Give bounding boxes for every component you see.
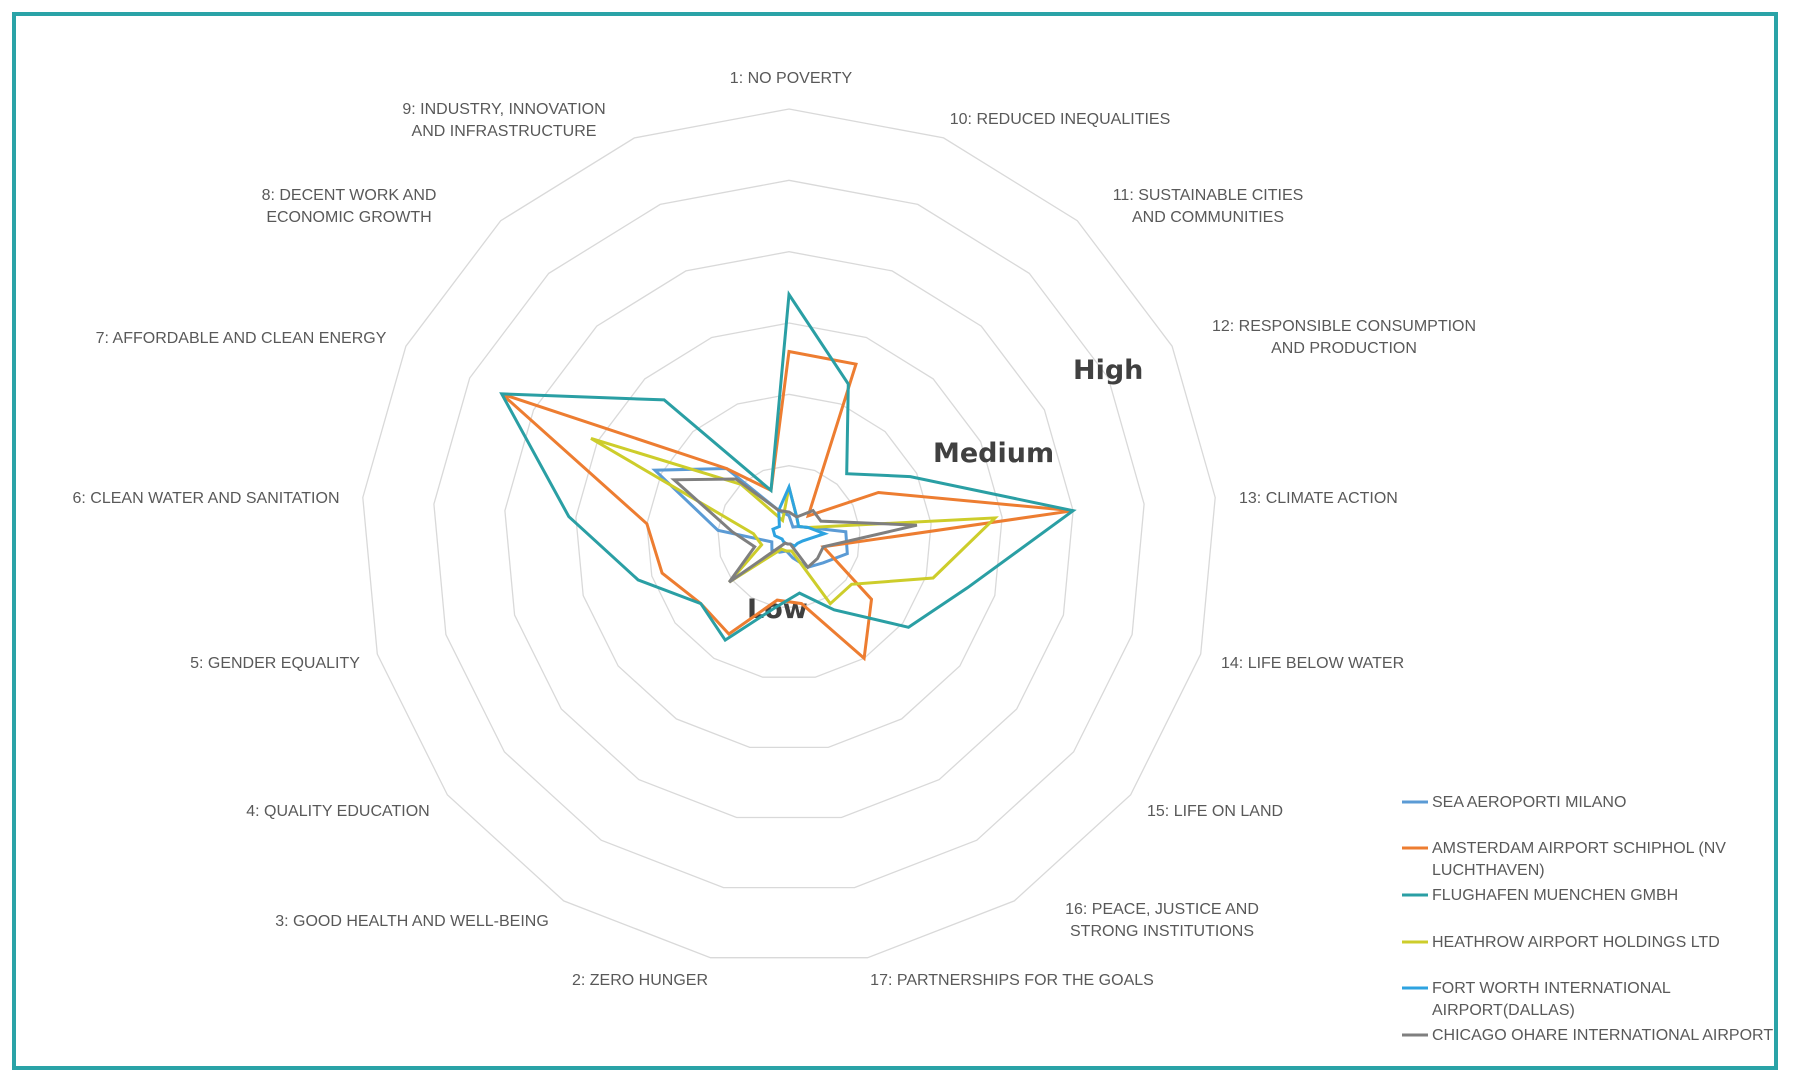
axis-label-13: 5: GENDER EQUALITY [190, 655, 360, 672]
series-line-3 [499, 290, 1077, 643]
legend-label-2: AMSTERDAM AIRPORT SCHIPHOL (NV LUCHTHAVEN… [1432, 840, 1726, 879]
series-line-6 [670, 477, 918, 584]
legend-label-3: FLUGHAFEN MUENCHEN GMBH [1432, 887, 1678, 904]
gridline-ring-6 [362, 108, 1216, 959]
level-label-medium: Medium [933, 438, 1054, 469]
axis-label-3: 11: SUSTAINABLE CITIES AND COMMUNITIES [1113, 187, 1304, 226]
axis-label-16: 8: DECENT WORK AND ECONOMIC GROWTH [262, 187, 437, 226]
axis-label-4: 12: RESPONSIBLE CONSUMPTION AND PRODUCTIO… [1212, 318, 1476, 357]
axis-label-1: 1: NO POVERTY [730, 70, 853, 87]
legend-label-5: FORT WORTH INTERNATIONAL AIRPORT(DALLAS) [1432, 980, 1671, 1019]
radar-gridlines [362, 108, 1216, 959]
axis-label-12: 4: QUALITY EDUCATION [246, 803, 429, 820]
gridline-ring-2 [646, 393, 932, 678]
axis-label-17: 9: INDUSTRY, INNOVATION AND INFRASTRUCTUR… [402, 101, 605, 140]
axis-label-8: 16: PEACE, JUSTICE AND STRONG INSTITUTION… [1065, 901, 1259, 940]
axis-label-15: 7: AFFORDABLE AND CLEAN ENERGY [96, 330, 387, 347]
axis-label-6: 14: LIFE BELOW WATER [1221, 655, 1404, 672]
radar-series [499, 290, 1077, 662]
axis-label-10: 2: ZERO HUNGER [572, 972, 708, 989]
chart-frame [12, 12, 1778, 1070]
axis-label-11: 3: GOOD HEALTH AND WELL-BEING [275, 913, 549, 930]
series-line-2 [500, 349, 1074, 662]
axis-label-5: 13: CLIMATE ACTION [1239, 490, 1398, 507]
legend-label-6: CHICAGO OHARE INTERNATIONAL AIRPORT [1432, 1027, 1773, 1044]
gridline-ring-3 [575, 322, 1003, 749]
axis-label-2: 10: REDUCED INEQUALITIES [950, 111, 1171, 128]
level-label-high: High [1073, 355, 1143, 386]
legend: SEA AEROPORTI MILANO AMSTERDAM AIRPORT SC… [1402, 794, 1773, 1044]
axis-label-7: 15: LIFE ON LAND [1147, 803, 1283, 820]
gridline-ring-5 [433, 179, 1145, 889]
legend-label-1: SEA AEROPORTI MILANO [1432, 794, 1626, 811]
legend-label-4: HEATHROW AIRPORT HOLDINGS LTD [1432, 934, 1720, 951]
axis-label-9: 17: PARTNERSHIPS FOR THE GOALS [870, 972, 1154, 989]
axis-label-14: 6: CLEAN WATER AND SANITATION [73, 490, 340, 507]
